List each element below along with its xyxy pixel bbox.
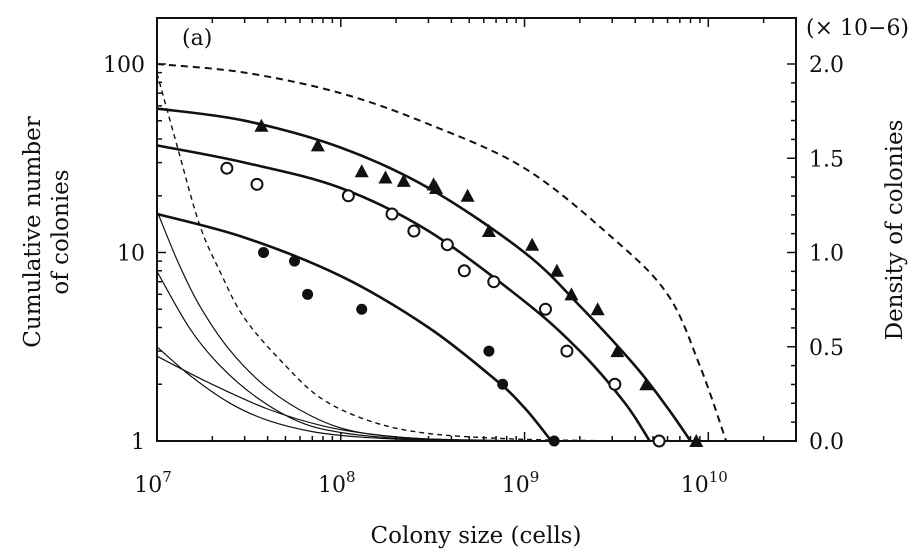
- point-triangle-16: [689, 434, 704, 447]
- x-tick-label: 109: [502, 468, 540, 498]
- point-open-circle-4: [385, 207, 399, 221]
- point-triangle-10: [525, 237, 540, 251]
- point-filled-circle-1: [258, 247, 270, 258]
- y-right-axis-title: Density of colonies: [882, 120, 908, 341]
- x-tick-label-exponent: 10: [709, 468, 728, 486]
- point-triangle-1: [254, 118, 269, 132]
- density-curve-4: [156, 346, 525, 442]
- fit-curve-triangle: [156, 107, 692, 442]
- point-open-circle-11: [608, 377, 622, 391]
- point-triangle-7: [429, 180, 444, 194]
- y-left-tick-label: 10: [117, 242, 145, 267]
- point-filled-circle-5: [483, 345, 495, 357]
- x-tick-label-exponent: 8: [346, 468, 356, 486]
- point-open-circle-12: [652, 434, 666, 448]
- x-tick-label-base: 10: [502, 473, 530, 498]
- x-tick-label-base: 10: [681, 473, 709, 498]
- y-right-tick-label: 1.5: [809, 147, 844, 172]
- x-tick-label: 1010: [681, 468, 728, 498]
- point-triangle-12: [564, 287, 579, 301]
- point-triangle-9: [481, 224, 496, 238]
- density-curve-2: [156, 210, 557, 442]
- x-axis-title: Colony size (cells): [371, 523, 582, 549]
- point-triangle-3: [354, 164, 369, 178]
- x-tick-label-base: 10: [318, 473, 346, 498]
- curves-layer: [156, 63, 728, 442]
- points-layer: [220, 118, 704, 448]
- point-triangle-4: [378, 170, 393, 184]
- point-open-circle-5: [407, 224, 421, 238]
- y-left-tick-label: 100: [103, 53, 145, 78]
- y-left-axis-title-line-2: of colonies: [48, 169, 74, 294]
- point-filled-circle-7: [548, 435, 560, 447]
- point-triangle-11: [549, 263, 564, 277]
- right-axis-multiplier: (× 10−6): [806, 16, 909, 41]
- y-right-tick-label: 1.0: [809, 242, 844, 267]
- point-triangle-2: [310, 138, 325, 152]
- point-open-circle-8: [487, 275, 501, 289]
- point-filled-circle-3: [302, 288, 314, 300]
- x-tick-label: 107: [134, 468, 172, 498]
- density-curve-3: [156, 271, 557, 442]
- y-right-tick-label: 2.0: [809, 53, 844, 78]
- point-open-circle-6: [440, 238, 454, 252]
- y-right-tick-label: 0.5: [809, 336, 844, 361]
- point-triangle-13: [590, 302, 605, 316]
- point-filled-circle-6: [497, 378, 509, 390]
- y-left-axis-title: Cumulative number of colonies: [20, 116, 74, 347]
- point-open-circle-3: [341, 189, 355, 203]
- y-left-axis-title-line-1: Cumulative number: [20, 116, 46, 347]
- y-left-tick-label: 1: [131, 430, 145, 455]
- point-open-circle-2: [250, 177, 264, 191]
- y-right-tick-label: 0.0: [809, 430, 844, 455]
- point-triangle-5: [396, 173, 411, 187]
- fit-curve-filled-circle: [156, 212, 553, 442]
- x-tick-label-base: 10: [134, 473, 162, 498]
- point-triangle-8: [460, 188, 475, 202]
- x-tick-label-exponent: 9: [530, 468, 540, 486]
- density-curve-1: [156, 73, 654, 442]
- point-open-circle-7: [457, 264, 471, 278]
- x-tick-label: 108: [318, 468, 356, 498]
- plot-frame: [156, 17, 797, 442]
- point-open-circle-9: [538, 302, 552, 316]
- point-open-circle-10: [560, 344, 574, 358]
- point-filled-circle-4: [356, 303, 368, 315]
- point-triangle-14: [610, 344, 625, 358]
- panel-label: (a): [182, 26, 212, 51]
- point-triangle-15: [639, 377, 654, 391]
- point-filled-circle-2: [288, 255, 300, 267]
- point-open-circle-1: [220, 161, 234, 175]
- fit-curve-open-circle: [156, 144, 651, 442]
- x-tick-label-exponent: 7: [162, 468, 172, 486]
